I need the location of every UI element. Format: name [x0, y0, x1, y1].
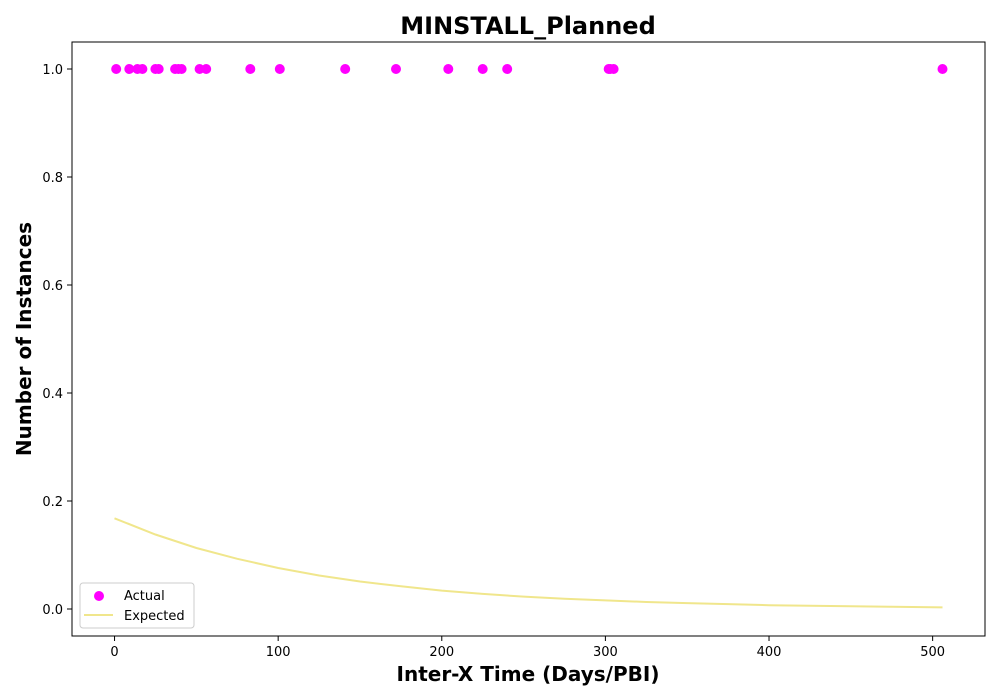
y-tick-label: 1.0: [42, 63, 63, 78]
actual-point: [502, 64, 513, 74]
actual-point: [153, 64, 164, 74]
legend-actual-marker: [94, 591, 104, 601]
actual-point: [111, 64, 122, 74]
y-tick-label: 0.2: [42, 495, 63, 510]
actual-point: [245, 64, 256, 74]
actual-point: [443, 64, 454, 74]
plot-area: [71, 41, 986, 637]
expected-line: [114, 517, 943, 609]
chart-title: MINSTALL_Planned: [400, 12, 656, 40]
series-layer: [111, 64, 948, 609]
legend-box: [79, 582, 195, 629]
actual-point: [340, 64, 351, 74]
y-axis-label: Number of Instances: [12, 222, 36, 456]
actual-point: [608, 64, 619, 74]
actual-point: [201, 64, 212, 74]
actual-point: [176, 64, 187, 74]
actual-point: [477, 64, 488, 74]
y-axis-ticks: 0.0 0.2 0.4 0.6 0.8 1.0: [42, 63, 72, 618]
x-tick-label: 400: [757, 645, 782, 660]
x-tick-label: 200: [429, 645, 454, 660]
actual-point: [937, 64, 948, 74]
actual-point: [137, 64, 148, 74]
x-tick-label: 300: [593, 645, 618, 660]
x-axis-label: Inter-X Time (Days/PBI): [397, 662, 660, 686]
y-tick-label: 0.6: [42, 279, 63, 294]
y-tick-label: 0.0: [42, 603, 63, 618]
x-axis-ticks: 0 100 200 300 400 500: [110, 636, 945, 660]
y-tick-label: 0.4: [42, 387, 63, 402]
legend: Actual Expected: [79, 582, 195, 629]
actual-point: [124, 64, 135, 74]
x-tick-label: 0: [110, 645, 118, 660]
legend-actual-label: Actual: [124, 589, 165, 604]
y-tick-label: 0.8: [42, 171, 63, 186]
actual-point: [391, 64, 401, 74]
legend-expected-label: Expected: [124, 609, 185, 624]
x-tick-label: 100: [266, 645, 291, 660]
actual-point: [274, 64, 285, 74]
x-tick-label: 500: [920, 645, 945, 660]
